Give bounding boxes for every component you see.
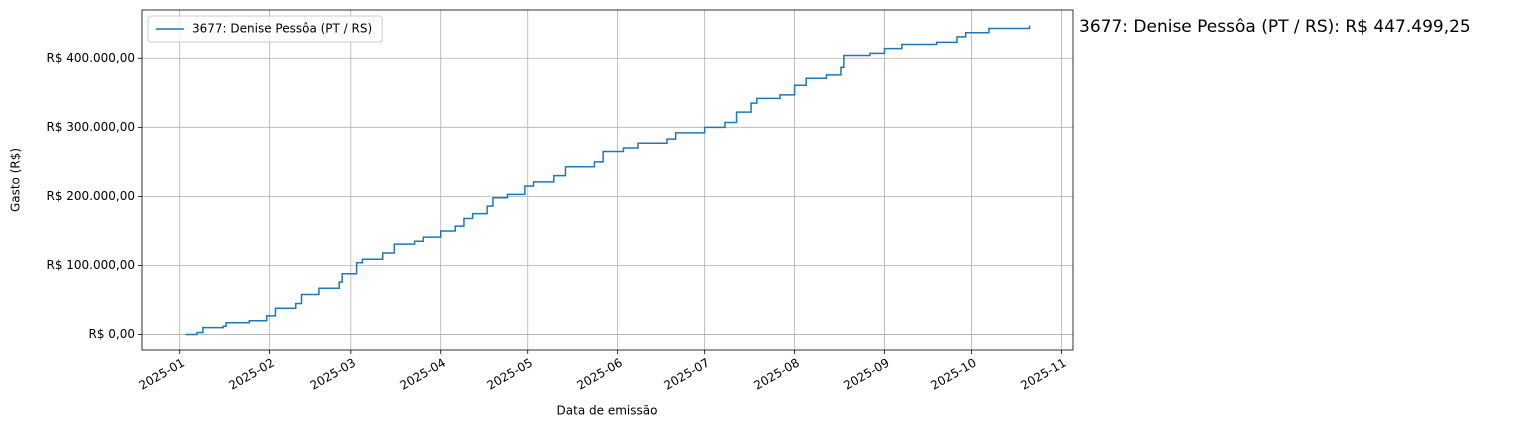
plot-frame bbox=[141, 9, 1074, 351]
x-tick-label: 2025-08 bbox=[751, 356, 801, 393]
x-tick-label: 2025-05 bbox=[485, 356, 535, 393]
x-tick-label: 2025-07 bbox=[661, 356, 711, 393]
x-tick-label: 2025-04 bbox=[398, 356, 448, 393]
y-tick-label: R$ 100.000,00 bbox=[47, 258, 136, 272]
x-tick-label: 2025-11 bbox=[1018, 356, 1068, 393]
annotation: 3677: Denise Pessôa (PT / RS): R$ 447.49… bbox=[1079, 17, 1471, 37]
x-tick-label: 2025-03 bbox=[308, 356, 358, 393]
y-tick-label: R$ 200.000,00 bbox=[47, 189, 136, 203]
legend-label: 3677: Denise Pessôa (PT / RS) bbox=[192, 22, 372, 36]
y-tick-label: R$ 0,00 bbox=[88, 327, 135, 341]
x-axis-label: Data de emissão bbox=[557, 404, 658, 418]
y-tick-label: R$ 300.000,00 bbox=[47, 120, 136, 134]
x-tick-label: 2025-09 bbox=[841, 356, 891, 393]
x-tick-label: 2025-01 bbox=[137, 356, 187, 393]
y-tick-label: R$ 400.000,00 bbox=[47, 51, 136, 65]
y-axis-label: Gasto (R$) bbox=[9, 148, 23, 212]
x-tick-label: 2025-02 bbox=[226, 356, 276, 393]
x-tick-label: 2025-10 bbox=[928, 356, 978, 393]
legend-box bbox=[147, 15, 383, 43]
series-line bbox=[185, 25, 1031, 336]
x-tick-label: 2025-06 bbox=[574, 356, 624, 393]
